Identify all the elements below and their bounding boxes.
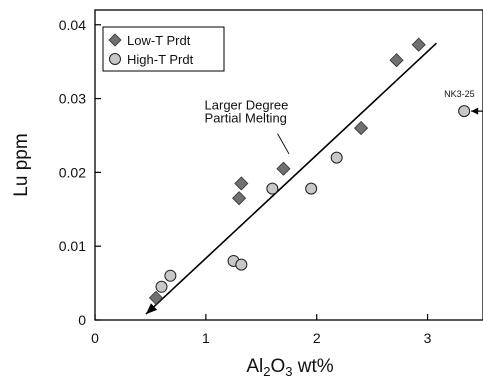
trend-arrow [145, 42, 437, 315]
y-tick-label: 0 [78, 312, 86, 328]
data-point-high-t [164, 269, 177, 282]
data-point-low-t [389, 53, 404, 68]
data-point-high-t [330, 151, 343, 164]
trend-line [145, 42, 437, 315]
y-tick-label: 0.01 [59, 238, 86, 254]
trend-arrowhead [145, 303, 158, 315]
sample-label: NK3-25 [444, 89, 475, 99]
x-axis-label-sub1: 2 [263, 364, 270, 378]
legend-marker-low-t [108, 33, 122, 47]
legend-box [102, 26, 225, 72]
x-axis-label-sub2: 3 [285, 364, 292, 378]
axis-ticks: 0 1 2 3 0 0.01 0.02 0.03 0.04 [59, 17, 432, 346]
annotation-text: Partial Melting [205, 111, 287, 126]
legend-label-high-t: High-T Prdt [127, 52, 194, 67]
y-tick-label: 0.02 [59, 164, 86, 180]
x-tick-label: 3 [424, 330, 432, 346]
data-point-low-t [353, 121, 369, 136]
data-point-high-t [155, 280, 168, 293]
data-point-low-t [234, 176, 249, 191]
x-axis-label-mid: O [270, 356, 285, 377]
data-point-high-t [235, 258, 248, 271]
legend: Low-T Prdt High-T Prdt [102, 26, 225, 72]
legend-marker-high-t [109, 53, 121, 65]
x-axis-label-unit: wt% [292, 356, 333, 377]
data-point-high-t [458, 105, 471, 118]
data-point-low-t [411, 37, 426, 52]
annotation-text: Larger Degree [205, 98, 289, 113]
data-point-low-t [148, 290, 164, 305]
x-axis-label: Al2O3 wt% [246, 356, 333, 378]
legend-label-low-t: Low-T Prdt [127, 33, 191, 48]
sample-pointer-arrowhead [471, 107, 479, 115]
data-point-high-t [305, 182, 318, 195]
data-point-low-t [232, 191, 247, 206]
data-points [148, 37, 471, 305]
y-tick-label: 0.04 [59, 17, 86, 33]
x-tick-label: 2 [313, 330, 321, 346]
data-point-high-t [266, 182, 279, 195]
annotation-leader-line [277, 133, 290, 155]
x-tick-label: 1 [202, 330, 210, 346]
y-axis-label: Lu ppm [11, 133, 32, 196]
y-tick-label: 0.03 [59, 91, 86, 107]
data-point-low-t [276, 161, 291, 176]
x-axis-label-main: Al [246, 356, 263, 377]
plot-area-frame [94, 9, 483, 321]
x-tick-label: 0 [91, 330, 99, 346]
